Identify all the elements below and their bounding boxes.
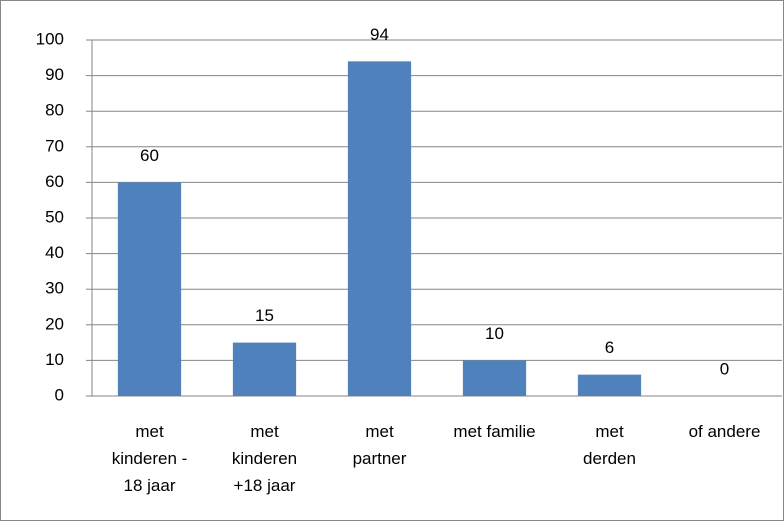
data-label: 15	[255, 306, 274, 325]
y-tick-label: 30	[45, 279, 64, 298]
y-tick-label: 50	[45, 207, 64, 226]
x-tick-label: met familie	[453, 422, 536, 441]
data-label: 0	[720, 359, 729, 378]
x-tick-label: met partner	[352, 422, 407, 468]
data-label: 10	[485, 324, 504, 343]
data-label: 6	[605, 338, 614, 357]
x-tick-label: met derden	[583, 422, 636, 468]
y-tick-label: 60	[45, 172, 64, 191]
y-tick-label: 40	[45, 243, 64, 262]
data-label: 94	[370, 25, 389, 44]
data-label: 60	[140, 146, 159, 165]
y-tick-label: 80	[45, 101, 64, 120]
y-tick-label: 20	[45, 314, 64, 333]
bar	[462, 360, 527, 396]
bar	[347, 61, 412, 397]
bar	[577, 374, 642, 396]
bar	[232, 342, 297, 396]
x-tick-label: met kinderen +18 jaar	[231, 422, 298, 495]
y-tick-label: 10	[45, 350, 64, 369]
y-tick-label: 90	[45, 65, 64, 84]
x-tick-label: met kinderen - 18 jaar	[111, 422, 188, 495]
x-tick-label: of andere	[688, 422, 761, 441]
y-tick-label: 100	[36, 29, 64, 48]
y-tick-label: 70	[45, 136, 64, 155]
y-tick-label: 0	[55, 385, 64, 404]
bar	[117, 182, 182, 396]
